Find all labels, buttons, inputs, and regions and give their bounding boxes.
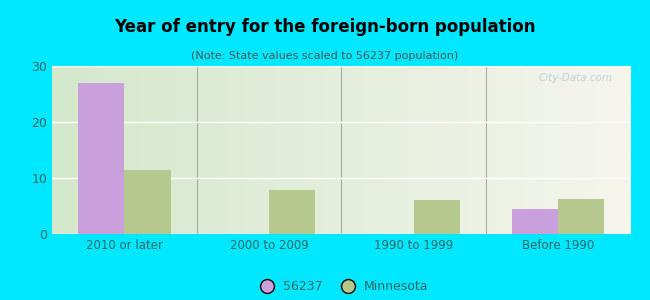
Bar: [413, 200, 460, 234]
Bar: [512, 209, 558, 234]
Legend: 56237, Minnesota: 56237, Minnesota: [249, 275, 434, 298]
Text: City-Data.com: City-Data.com: [539, 73, 613, 83]
Bar: [78, 83, 124, 234]
Bar: [269, 190, 315, 234]
Bar: [558, 199, 605, 234]
Bar: [124, 169, 170, 234]
Text: Year of entry for the foreign-born population: Year of entry for the foreign-born popul…: [114, 18, 536, 36]
Text: (Note: State values scaled to 56237 population): (Note: State values scaled to 56237 popu…: [191, 51, 459, 61]
